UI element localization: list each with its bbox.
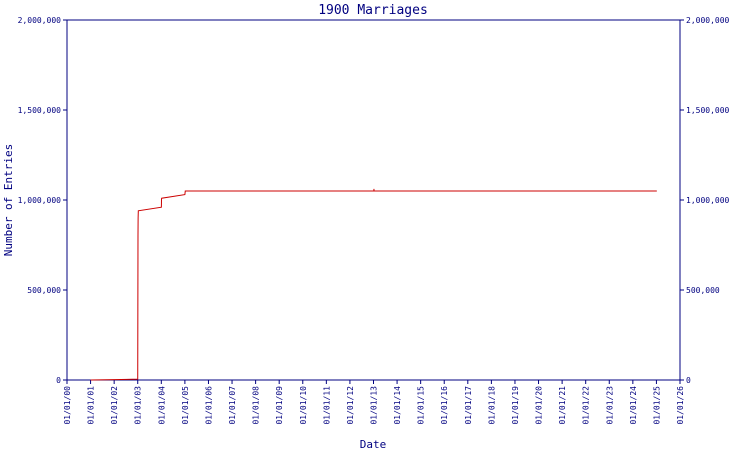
y-tick-label-left: 0	[56, 376, 61, 385]
x-axis-label: Date	[360, 438, 387, 450]
x-tick-label: 01/01/11	[322, 386, 331, 425]
y-tick-label-left: 1,000,000	[18, 196, 62, 205]
y-axis-label: Number of Entries	[2, 144, 15, 257]
x-tick-label: 01/01/13	[370, 386, 379, 425]
chart-title: 1900 Marriages	[318, 3, 428, 18]
x-tick-label: 01/01/02	[110, 386, 119, 425]
y-tick-label-left: 2,000,000	[18, 16, 62, 25]
x-tick-label: 01/01/25	[652, 386, 661, 425]
x-tick-label: 01/01/24	[629, 386, 638, 425]
x-tick-label: 01/01/26	[676, 386, 685, 425]
x-tick-label: 01/01/03	[134, 386, 143, 425]
series-line	[90, 188, 657, 381]
y-tick-label-left: 1,500,000	[18, 106, 62, 115]
x-tick-label: 01/01/17	[464, 386, 473, 425]
y-tick-label-left: 500,000	[27, 286, 61, 295]
y-axis-right: 0 500,000 1,000,000 1,500,000 2,000,000	[680, 16, 730, 385]
x-tick-label: 01/01/10	[299, 386, 308, 425]
x-tick-label: 01/01/01	[87, 386, 96, 425]
x-tick-label: 01/01/06	[204, 386, 213, 425]
y-tick-label-right: 2,000,000	[686, 16, 730, 25]
x-tick-label: 01/01/12	[346, 386, 355, 425]
y-axis-left: 0 500,000 1,000,000 1,500,000 2,000,000	[18, 16, 67, 385]
x-tick-label: 01/01/20	[535, 386, 544, 425]
x-tick-label: 01/01/07	[228, 386, 237, 425]
x-tick-label: 01/01/23	[605, 386, 614, 425]
plot-area	[66, 19, 681, 381]
x-tick-label: 01/01/08	[252, 386, 261, 425]
y-tick-label-right: 1,000,000	[686, 196, 730, 205]
x-tick-label: 01/01/00	[63, 386, 72, 425]
x-tick-label: 01/01/16	[440, 386, 449, 425]
y-tick-label-right: 500,000	[686, 286, 720, 295]
series-group	[90, 188, 657, 381]
x-tick-label: 01/01/22	[582, 386, 591, 425]
x-tick-label: 01/01/05	[181, 386, 190, 425]
x-tick-label: 01/01/18	[487, 386, 496, 425]
x-tick-label: 01/01/19	[511, 386, 520, 425]
x-tick-label: 01/01/04	[157, 386, 166, 425]
y-tick-label-right: 0	[686, 376, 691, 385]
y-tick-label-right: 1,500,000	[686, 106, 730, 115]
x-tick-label: 01/01/15	[417, 386, 426, 425]
x-tick-label: 01/01/09	[275, 386, 284, 425]
x-axis: 01/01/00 01/01/01 01/01/02 01/01/03 01/01/04…	[63, 380, 685, 425]
x-tick-label: 01/01/14	[393, 386, 402, 425]
x-tick-label: 01/01/21	[558, 386, 567, 425]
